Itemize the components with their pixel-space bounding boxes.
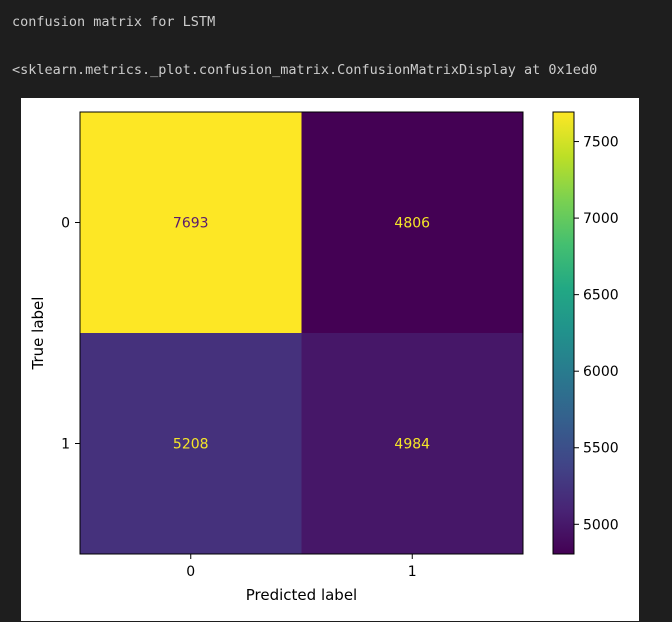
- cell-value-label: 4984: [394, 437, 430, 453]
- confusion-matrix-plot: 7693 4806 5208 4984 0 1 0 1 Predicted label True…: [29, 111, 619, 604]
- colorbar-tick-label: 7000: [583, 211, 619, 227]
- plot-frame: [79, 111, 524, 555]
- output-line-repr: <sklearn.metrics._plot.confusion_matrix.…: [12, 62, 598, 78]
- colorbar-tick-label: 5500: [583, 441, 619, 457]
- colorbar-tick-label: 6000: [583, 364, 619, 380]
- colorbar-tick-label: 6500: [583, 288, 619, 304]
- x-tick-label: 1: [408, 564, 417, 580]
- matrix-cell: [80, 333, 302, 554]
- colorbar: [552, 111, 575, 555]
- colorbar-tick-label: 7500: [583, 135, 619, 151]
- y-tick-label: 1: [61, 437, 70, 453]
- cell-value-label: 7693: [173, 216, 209, 232]
- y-tick-label: 0: [61, 216, 70, 232]
- colorbar-tick-label: 5000: [583, 517, 619, 533]
- output-line-title: confusion matrix for LSTM: [12, 14, 216, 30]
- matrix-cell: [301, 333, 523, 554]
- x-axis-label: Predicted label: [246, 586, 357, 604]
- x-tick-label: 0: [186, 564, 195, 580]
- cell-value-label: 5208: [173, 437, 209, 453]
- cell-value-label: 4806: [394, 216, 430, 232]
- confusion-matrix-figure: 7693 4806 5208 4984 0 1 0 1 Predicted label True…: [21, 98, 639, 621]
- matrix-cell: [80, 112, 302, 333]
- y-axis-label: True label: [29, 297, 47, 371]
- matrix-cell: [301, 112, 523, 333]
